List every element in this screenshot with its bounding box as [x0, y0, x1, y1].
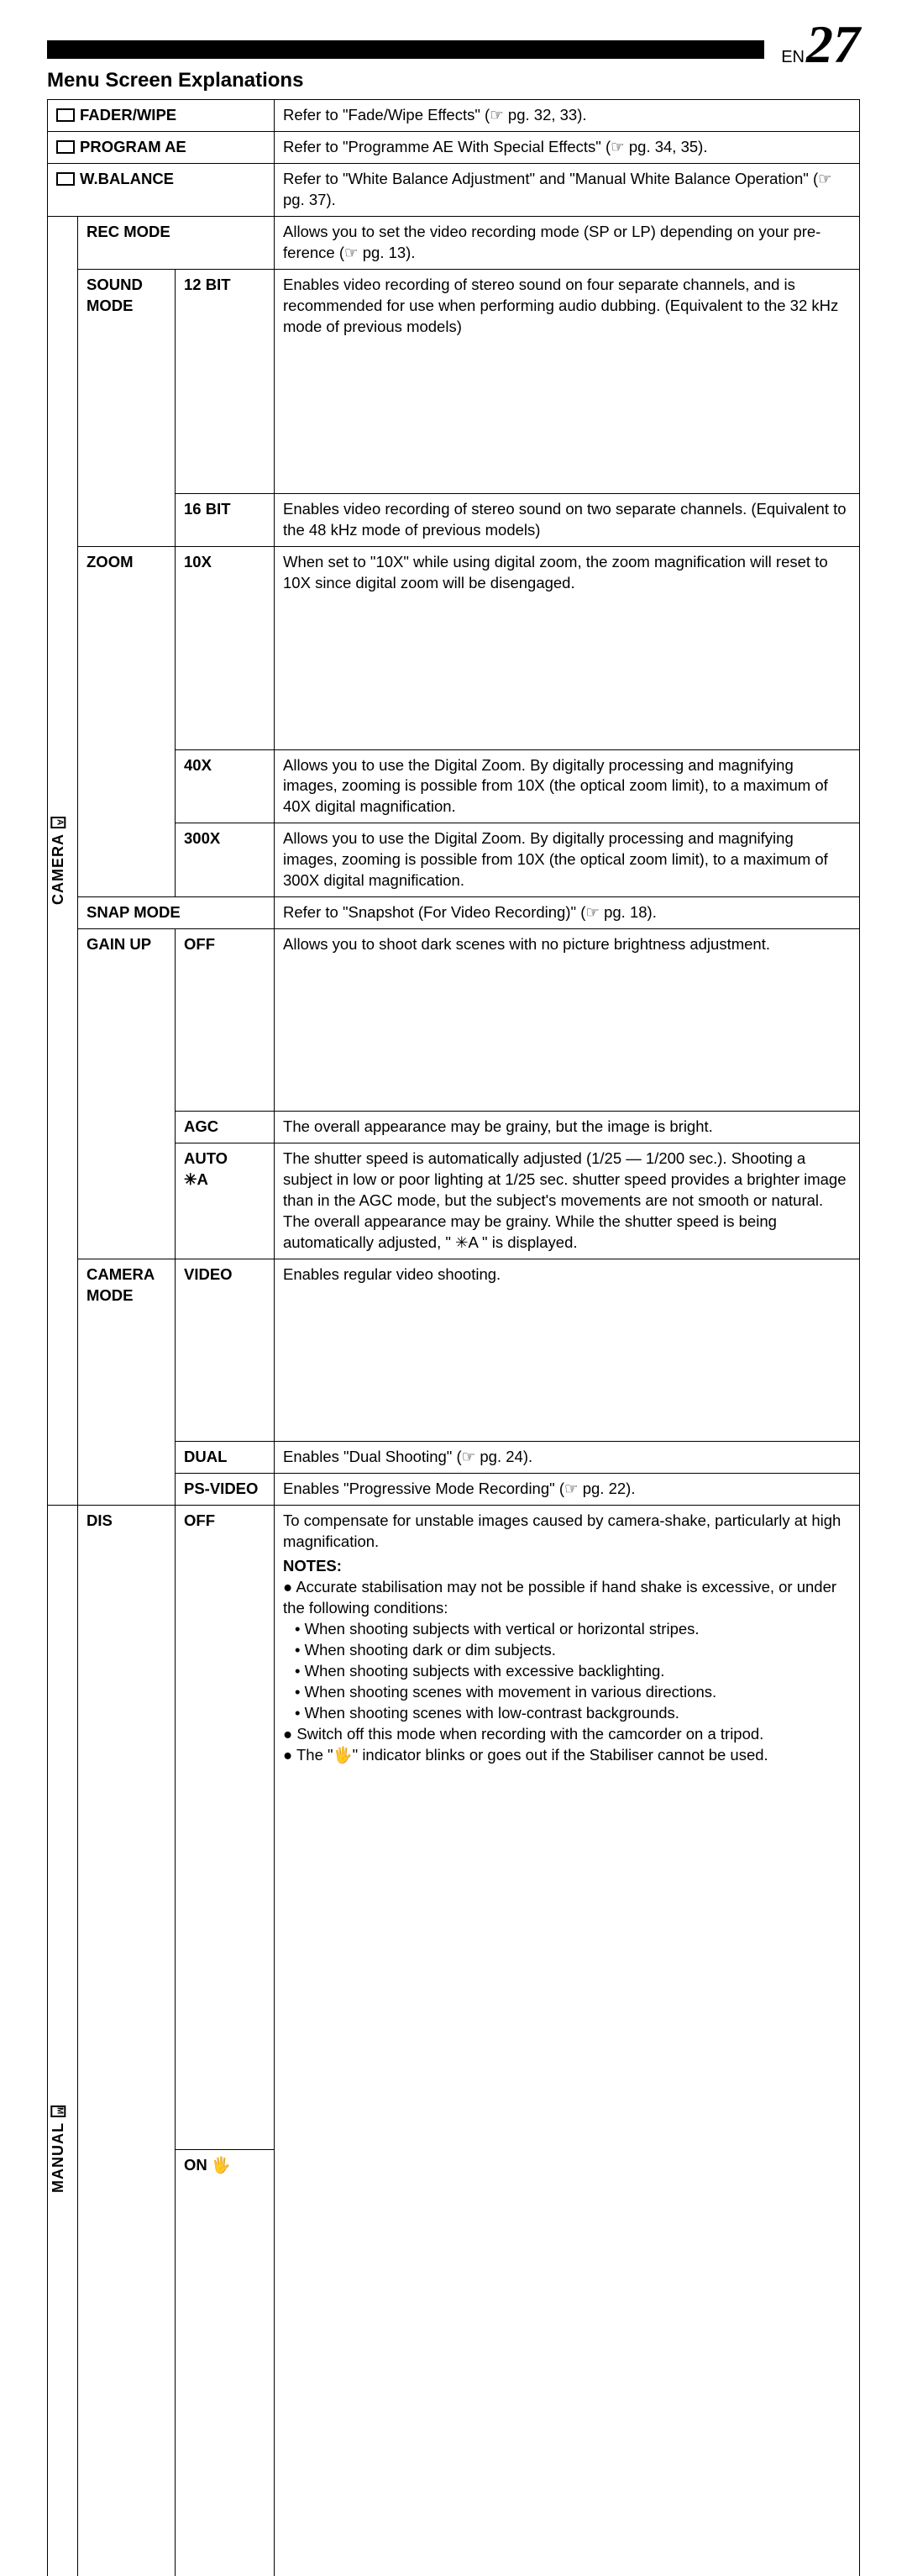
dis-n1a: When shooting subjects with vertical or …: [283, 1619, 851, 1640]
manual-side: MANUAL M: [48, 1506, 68, 2576]
dis-intro: To compensate for unstable images caused…: [283, 1511, 841, 1550]
dis-n1b: When shooting dark or dim subjects.: [283, 1640, 851, 1661]
camera-side-icon: A: [50, 817, 66, 828]
dis-label: DIS: [78, 1505, 176, 2576]
cammode-dual-text: Enables "Dual Shooting" (☞ pg. 24).: [275, 1441, 860, 1473]
row-faderwipe: FADER/WIPE Refer to "Fade/Wipe Effects" …: [48, 100, 860, 132]
sound-12-text: Enables video recording of stereo sound …: [275, 269, 860, 493]
dis-text: To compensate for unstable images caused…: [275, 1505, 860, 2576]
dis-on-opt: ON 🖐: [176, 2149, 275, 2576]
cammode-video-text: Enables regular video shooting.: [275, 1259, 860, 1442]
programae-label: PROGRAM AE: [80, 138, 186, 155]
zoom-300-opt: 300X: [176, 823, 275, 897]
manual-side-icon: M: [50, 2105, 66, 2117]
dis-n3: The "🖐" indicator blinks or goes out if …: [283, 1745, 851, 1766]
cammode-ps-text: Enables "Progressive Mode Recording" (☞ …: [275, 1473, 860, 1505]
section-title: Menu Screen Explanations: [47, 69, 860, 92]
zoom-10-opt: 10X: [176, 546, 275, 749]
page-num: 27: [806, 20, 860, 69]
wbalance-text: Refer to "White Balance Adjustment" and …: [275, 163, 860, 216]
gain-off-opt: OFF: [176, 929, 275, 1112]
row-recmode: CAMERA A REC MODE Allows you to set the …: [48, 216, 860, 269]
gain-off-text: Allows you to shoot dark scenes with no …: [275, 929, 860, 1112]
zoom-40-opt: 40X: [176, 749, 275, 823]
manual-side-text: MANUAL: [48, 2122, 68, 2193]
sound-12-opt: 12 BIT: [176, 269, 275, 493]
recmode-text: Allows you to set the video recording mo…: [275, 216, 860, 269]
camera-side-text: CAMERA: [48, 833, 68, 905]
dis-n1: Accurate stabilisation may not be possib…: [283, 1577, 851, 1619]
programae-icon: [56, 140, 75, 154]
dis-off-opt: OFF: [176, 1505, 275, 2149]
dis-n2: Switch off this mode when recording with…: [283, 1724, 851, 1745]
gainup-label: GAIN UP: [78, 929, 176, 1259]
wbalance-icon: [56, 172, 75, 186]
sound-16-opt: 16 BIT: [176, 493, 275, 546]
dis-notes-head: NOTES:: [283, 1556, 851, 1577]
zoom-label: ZOOM: [78, 546, 176, 897]
cammode-label: CAMERA MODE: [78, 1259, 176, 1506]
dis-n1d: When shooting scenes with movement in va…: [283, 1682, 851, 1703]
wbalance-label: W.BALANCE: [80, 170, 174, 187]
soundmode-label: SOUND MODE: [78, 269, 176, 546]
zoom-40-text: Allows you to use the Digital Zoom. By d…: [275, 749, 860, 823]
gain-auto-opt: AUTO ✳A: [176, 1143, 275, 1259]
gain-agc-opt: AGC: [176, 1112, 275, 1143]
cammode-video-opt: VIDEO: [176, 1259, 275, 1442]
fader-icon: [56, 108, 75, 122]
gain-agc-text: The overall appearance may be grainy, bu…: [275, 1112, 860, 1143]
dis-n1c: When shooting subjects with excessive ba…: [283, 1661, 851, 1682]
dis-n1e: When shooting scenes with low-contrast b…: [283, 1703, 851, 1724]
gain-auto-opt-text: AUTO: [184, 1149, 228, 1167]
row-dis: MANUAL M DIS OFF To compensate for unsta…: [48, 1505, 860, 2149]
page-prefix: EN: [781, 48, 805, 67]
row-programae: PROGRAM AE Refer to "Programme AE With S…: [48, 131, 860, 163]
gain-auto-sym: ✳A: [184, 1170, 208, 1188]
cammode-dual-opt: DUAL: [176, 1441, 275, 1473]
programae-text: Refer to "Programme AE With Special Effe…: [275, 131, 860, 163]
camera-side: CAMERA A: [48, 217, 68, 1505]
faderwipe-label: FADER/WIPE: [80, 106, 176, 124]
page-number: EN 27: [764, 20, 860, 69]
snap-label: SNAP MODE: [78, 897, 275, 929]
gain-auto-text: The shutter speed is automatically adjus…: [275, 1143, 860, 1259]
faderwipe-text: Refer to "Fade/Wipe Effects" (☞ pg. 32, …: [275, 100, 860, 132]
menu-table: FADER/WIPE Refer to "Fade/Wipe Effects" …: [47, 99, 860, 2576]
zoom-10-text: When set to "10X" while using digital zo…: [275, 546, 860, 749]
recmode-label: REC MODE: [78, 216, 275, 269]
cammode-ps-opt: PS-VIDEO: [176, 1473, 275, 1505]
zoom-300-text: Allows you to use the Digital Zoom. By d…: [275, 823, 860, 897]
snap-text: Refer to "Snapshot (For Video Recording)…: [275, 897, 860, 929]
row-wbalance: W.BALANCE Refer to "White Balance Adjust…: [48, 163, 860, 216]
sound-16-text: Enables video recording of stereo sound …: [275, 493, 860, 546]
